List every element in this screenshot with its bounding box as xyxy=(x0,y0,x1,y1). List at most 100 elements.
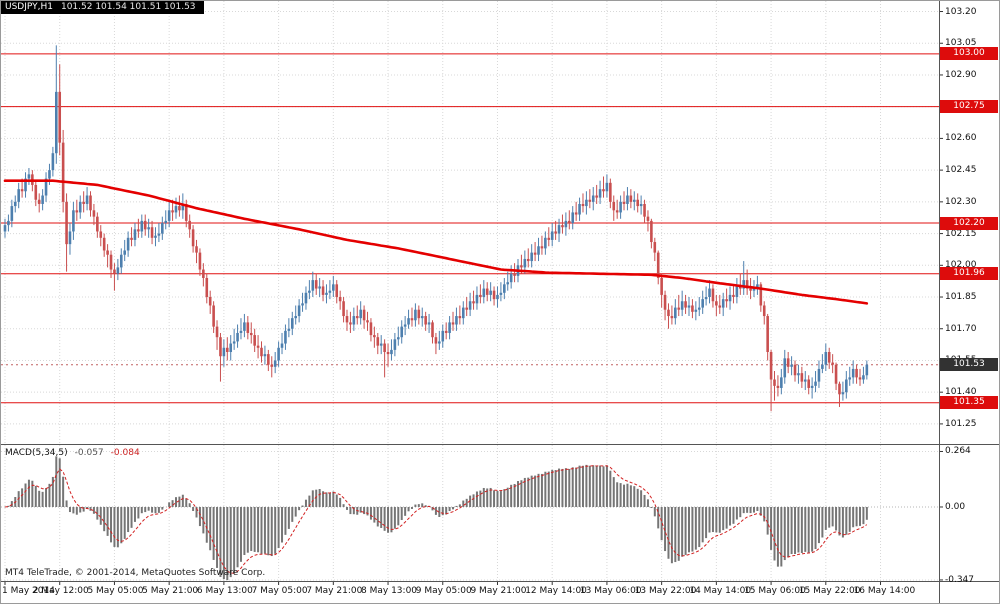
candle xyxy=(280,332,284,355)
candle xyxy=(667,303,670,329)
candle xyxy=(475,286,479,310)
candle xyxy=(609,178,612,209)
candle xyxy=(229,335,233,361)
candle xyxy=(41,189,44,211)
candle xyxy=(246,316,250,340)
candle xyxy=(359,301,362,325)
candle xyxy=(215,320,219,350)
candle xyxy=(653,237,657,262)
candle xyxy=(704,286,708,306)
candle xyxy=(803,371,807,391)
ma-layer xyxy=(3,179,869,305)
candle xyxy=(674,299,677,325)
candle xyxy=(639,195,643,215)
candle xyxy=(366,311,369,331)
candle xyxy=(711,284,715,308)
candle xyxy=(800,366,804,388)
candle xyxy=(332,275,335,298)
candle xyxy=(325,284,328,304)
candle xyxy=(585,191,588,215)
candle xyxy=(670,305,674,325)
candle xyxy=(550,223,554,247)
candle xyxy=(540,235,544,255)
candle xyxy=(526,248,530,268)
candle xyxy=(786,352,790,374)
candle xyxy=(277,341,280,367)
candle xyxy=(646,210,650,232)
candle xyxy=(222,339,226,367)
candle xyxy=(249,322,253,344)
ohlc-quote: 101.52 101.54 101.51 101.53 xyxy=(60,2,196,12)
candle xyxy=(503,277,506,300)
candle xyxy=(680,290,684,317)
candle xyxy=(321,280,325,302)
candle xyxy=(605,174,609,198)
candle xyxy=(862,366,865,384)
macd-signal-value: -0.084 xyxy=(110,448,140,458)
candle xyxy=(831,354,834,374)
candle xyxy=(119,248,123,274)
candle xyxy=(602,176,605,198)
candle xyxy=(198,248,202,276)
candle xyxy=(314,273,318,295)
candle xyxy=(226,337,229,361)
candle xyxy=(284,324,287,350)
candle xyxy=(485,282,489,302)
candle xyxy=(10,199,14,228)
candle xyxy=(632,191,636,211)
candle xyxy=(113,263,116,291)
candle xyxy=(7,214,10,232)
candle xyxy=(636,193,639,213)
candle xyxy=(44,172,48,202)
candle xyxy=(61,129,65,213)
chart-title-bar: USDJPY,H1 101.52 101.54 101.51 101.53 xyxy=(1,1,204,14)
candle xyxy=(455,307,458,331)
candle xyxy=(126,231,130,257)
candle xyxy=(143,214,147,236)
candle xyxy=(817,360,821,388)
candle xyxy=(793,360,797,382)
candle xyxy=(810,377,814,399)
candle xyxy=(780,368,783,395)
candle xyxy=(369,318,373,342)
candle xyxy=(290,311,294,336)
candle xyxy=(297,299,301,323)
candle xyxy=(403,316,407,336)
candle xyxy=(400,320,404,344)
candle xyxy=(468,292,472,317)
candle xyxy=(845,371,848,399)
candle xyxy=(697,297,701,317)
candle xyxy=(397,326,400,346)
candle xyxy=(147,218,150,238)
macd-layer xyxy=(4,456,868,581)
candle xyxy=(506,271,510,291)
candle xyxy=(410,307,414,327)
candle xyxy=(355,305,359,325)
candle xyxy=(588,189,592,209)
candle xyxy=(434,332,438,355)
candle xyxy=(441,324,445,348)
candle xyxy=(660,273,663,308)
candle xyxy=(650,218,653,249)
candle xyxy=(260,341,263,363)
candle xyxy=(735,277,739,304)
candle xyxy=(379,335,383,355)
candle xyxy=(407,309,410,329)
candle xyxy=(694,301,698,321)
symbol-period-label: USDJPY,H1 xyxy=(5,2,53,12)
candle xyxy=(287,318,291,338)
candle xyxy=(742,261,746,295)
candle xyxy=(561,214,564,234)
candle xyxy=(756,275,759,295)
candle xyxy=(164,210,168,230)
candle xyxy=(622,191,626,211)
candle xyxy=(496,286,499,308)
candle xyxy=(294,305,297,325)
candle xyxy=(509,265,513,289)
candle xyxy=(766,313,769,361)
candle xyxy=(598,180,602,204)
candle xyxy=(732,284,735,304)
candle xyxy=(78,195,82,219)
